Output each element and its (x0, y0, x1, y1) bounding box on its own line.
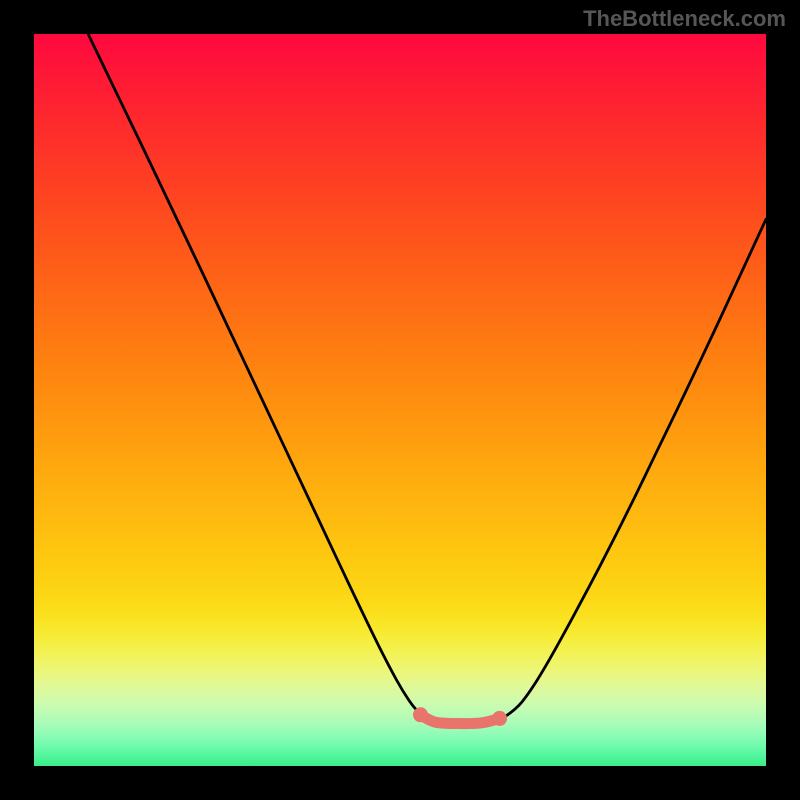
flat-region-dot-right (492, 711, 507, 726)
heat-gradient (34, 34, 766, 766)
chart-stage: TheBottleneck.com (0, 0, 800, 800)
flat-region-dot-left (413, 707, 428, 722)
attribution-watermark: TheBottleneck.com (583, 6, 786, 32)
bottleneck-chart (0, 0, 800, 800)
